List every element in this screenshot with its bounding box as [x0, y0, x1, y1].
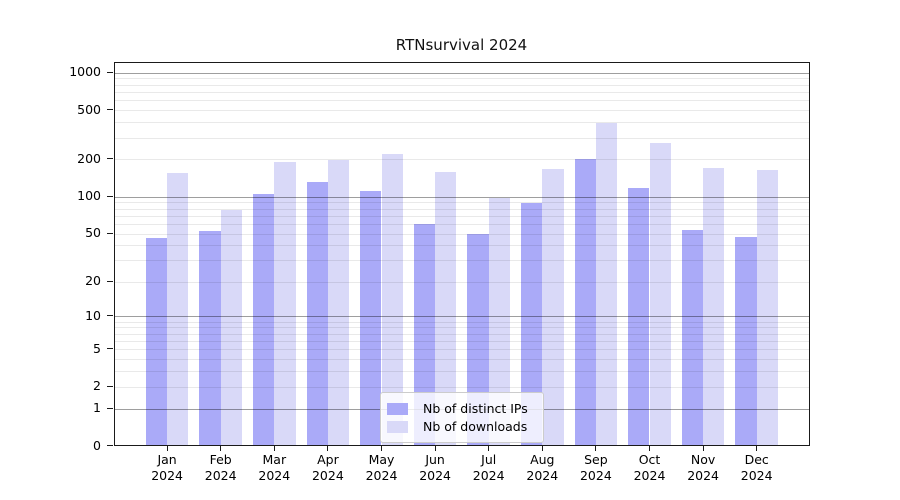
y-tick-mark [106, 195, 113, 197]
y-tick-mark [106, 158, 113, 160]
x-tick-label: Mar 2024 [258, 452, 291, 483]
x-tick-mark [595, 446, 597, 451]
x-tick-label: Jan 2024 [151, 452, 183, 483]
bar-downloads-jul [488, 198, 510, 445]
bar-distinct-ips-jul [467, 234, 489, 445]
y-tick-label: 1 [93, 400, 101, 416]
bar-distinct-ips-sep [574, 158, 596, 445]
y-tick-label: 200 [77, 150, 101, 166]
legend-entry-distinct-ips: Nb of distinct IPs [387, 400, 535, 417]
y-tick-label: 0 [93, 437, 101, 453]
y-tick-label: 20 [85, 273, 101, 289]
x-tick-label: Oct 2024 [633, 452, 666, 483]
x-tick-mark [434, 446, 436, 451]
y-tick-mark [106, 385, 113, 387]
x-tick-mark [488, 446, 490, 451]
bar-distinct-ips-apr [306, 181, 328, 445]
bar-downloads-sep [595, 122, 618, 445]
bar-distinct-ips-may [360, 191, 382, 445]
x-tick-mark [166, 446, 168, 451]
bar-downloads-may [381, 154, 403, 445]
y-tick-label: 100 [77, 188, 101, 204]
x-tick-label: Jul 2024 [472, 452, 505, 483]
chart-title: RTNsurvival 2024 [395, 36, 528, 54]
bar-downloads-dec [756, 169, 778, 445]
legend-label-distinct-ips: Nb of distinct IPs [423, 400, 528, 416]
bar-downloads-jun [435, 171, 457, 445]
x-tick-mark [702, 446, 704, 451]
y-tick-mark [106, 445, 113, 446]
x-tick-mark [273, 446, 275, 451]
x-tick-mark [649, 446, 650, 451]
legend: Nb of distinct IPs Nb of downloads [380, 392, 544, 443]
bar-distinct-ips-oct [628, 187, 650, 445]
bar-downloads-aug [542, 168, 564, 445]
bar-downloads-apr [327, 159, 350, 445]
bar-distinct-ips-jun [413, 224, 436, 445]
x-tick-label: Jun 2024 [419, 452, 451, 483]
legend-swatch-downloads [387, 420, 408, 433]
x-tick-label: Aug 2024 [526, 452, 559, 483]
x-tick-label: Feb 2024 [204, 452, 237, 483]
legend-label-downloads: Nb of downloads [423, 418, 528, 434]
y-tick-mark [106, 348, 113, 350]
y-tick-mark [106, 315, 113, 317]
y-tick-label: 50 [85, 225, 101, 241]
y-tick-mark [106, 71, 113, 73]
y-tick-label: 1000 [69, 64, 101, 80]
legend-swatch-distinct-ips [387, 402, 408, 415]
x-tick-label: Dec 2024 [740, 452, 773, 483]
y-tick-label: 10 [85, 307, 101, 323]
bars-layer [115, 63, 810, 445]
bar-distinct-ips-nov [681, 230, 704, 445]
bar-distinct-ips-aug [521, 202, 543, 445]
bar-downloads-feb [220, 209, 242, 445]
x-tick-mark [381, 446, 382, 451]
bar-downloads-oct [649, 143, 671, 445]
bar-downloads-mar [274, 162, 296, 445]
x-tick-label: Apr 2024 [311, 452, 344, 483]
y-tick-mark [106, 109, 113, 111]
y-tick-label: 5 [93, 340, 101, 356]
plot-area [113, 62, 810, 446]
bar-distinct-ips-mar [253, 193, 275, 445]
bar-downloads-jan [167, 173, 189, 445]
bar-distinct-ips-jan [145, 237, 168, 445]
bar-distinct-ips-feb [199, 231, 221, 445]
bar-downloads-nov [703, 167, 725, 445]
x-tick-mark [541, 446, 543, 451]
y-tick-mark [106, 280, 113, 282]
bar-distinct-ips-dec [735, 236, 757, 445]
y-tick-mark [106, 232, 113, 234]
x-tick-mark [327, 446, 329, 451]
x-tick-label: May 2024 [365, 452, 398, 483]
legend-entry-downloads: Nb of downloads [387, 418, 535, 435]
y-tick-label: 500 [77, 101, 101, 117]
x-tick-label: Sep 2024 [579, 452, 612, 483]
x-tick-mark [756, 446, 758, 451]
y-tick-label: 2 [93, 378, 101, 394]
y-tick-mark [106, 407, 113, 409]
x-tick-label: Nov 2024 [687, 452, 719, 483]
x-tick-mark [220, 446, 222, 451]
